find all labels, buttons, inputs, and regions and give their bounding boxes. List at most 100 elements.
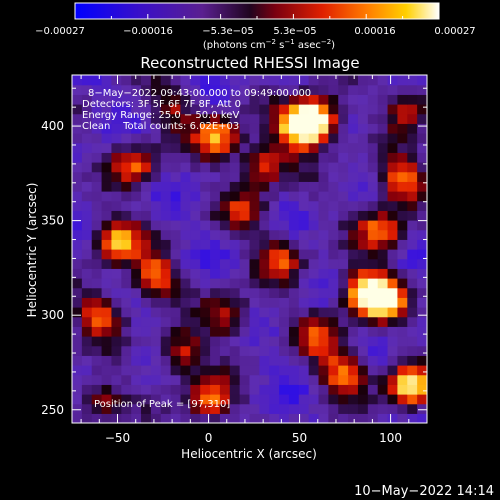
heatmap-cell (367, 239, 379, 250)
heatmap-cell (367, 113, 379, 124)
heatmap-cell (210, 113, 221, 124)
heatmap-cell (367, 104, 379, 115)
heatmap-cell (269, 278, 280, 289)
heatmap-cell (397, 162, 408, 173)
heatmap-cell (72, 181, 83, 192)
heatmap-cell (407, 239, 418, 250)
heatmap-cell (131, 307, 142, 318)
heatmap-cell (279, 413, 290, 423)
heatmap-cell (200, 123, 211, 134)
heatmap-cell (269, 258, 280, 269)
heatmap-cell (417, 104, 427, 115)
heatmap-cell (239, 181, 251, 192)
heatmap-cell (121, 210, 132, 221)
heatmap-cell (180, 258, 191, 269)
heatmap-cell (357, 200, 369, 211)
heatmap-cell (249, 94, 260, 105)
heatmap-cell (219, 297, 231, 308)
heatmap-cell (387, 104, 399, 115)
heatmap-cell (387, 75, 399, 86)
heatmap-cell (328, 191, 339, 202)
heatmap-cell (121, 162, 132, 173)
heatmap-cell (338, 84, 349, 95)
heatmap-cell (210, 258, 221, 269)
heatmap-cell (111, 104, 122, 115)
heatmap-cell (348, 113, 359, 124)
heatmap-cell (279, 297, 290, 308)
heatmap-cell (269, 152, 280, 163)
heatmap-cell (407, 113, 418, 124)
heatmap-cell (328, 316, 339, 327)
heatmap-cell (318, 200, 329, 211)
heatmap-cell (348, 394, 359, 405)
heatmap-cell (210, 104, 221, 115)
heatmap-cell (200, 152, 211, 163)
heatmap-cell (397, 133, 408, 144)
heatmap-cell (150, 152, 162, 163)
heatmap-cell (219, 191, 231, 202)
heatmap-cell (288, 403, 300, 414)
heatmap-cell (397, 287, 408, 298)
heatmap-cell (279, 152, 290, 163)
heatmap-cell (269, 94, 280, 105)
heatmap-cell (111, 249, 122, 260)
heatmap-cell (367, 345, 379, 356)
heatmap-cell (288, 316, 300, 327)
heatmap-cell (318, 191, 329, 202)
heatmap-cell (249, 181, 260, 192)
heatmap-cell (219, 104, 231, 115)
heatmap-cell (249, 287, 260, 298)
heatmap-cell (200, 220, 211, 231)
heatmap-cell (141, 307, 152, 318)
heatmap-cell (249, 384, 260, 395)
heatmap-cell (91, 152, 103, 163)
heatmap-cell (180, 152, 191, 163)
heatmap-cell (387, 162, 399, 173)
heatmap (72, 75, 427, 423)
heatmap-cell (180, 113, 191, 124)
heatmap-cell (111, 133, 122, 144)
heatmap-cell (377, 152, 389, 163)
heatmap-cell (101, 171, 113, 182)
heatmap-cell (72, 345, 83, 356)
heatmap-cell (101, 142, 113, 153)
heatmap-cell (249, 113, 260, 124)
heatmap-cell (377, 297, 389, 308)
heatmap-cell (377, 113, 389, 124)
heatmap-cell (259, 191, 270, 202)
heatmap-cell (190, 162, 201, 173)
heatmap-cell (249, 152, 260, 163)
heatmap-cell (357, 104, 369, 115)
heatmap-cell (348, 413, 359, 423)
heatmap-cell (387, 123, 399, 134)
heatmap-cell (377, 181, 389, 192)
heatmap-cell (259, 287, 270, 298)
heatmap-cell (229, 142, 241, 153)
heatmap-cell (121, 200, 132, 211)
heatmap-cell (288, 307, 300, 318)
heatmap-cell (328, 220, 339, 231)
heatmap-cell (417, 229, 427, 240)
heatmap-cell (91, 268, 103, 279)
heatmap-cell (210, 307, 221, 318)
heatmap-cell (72, 287, 83, 298)
heatmap-cell (397, 171, 408, 182)
heatmap-cell (229, 84, 241, 95)
heatmap-cell (190, 171, 201, 182)
heatmap-cell (150, 268, 162, 279)
heatmap-cell (131, 220, 142, 231)
heatmap-cell (101, 287, 113, 298)
heatmap-cell (288, 229, 300, 240)
heatmap-cell (81, 171, 93, 182)
heatmap-cell (407, 287, 418, 298)
heatmap-cell (219, 84, 231, 95)
heatmap-cell (298, 365, 310, 376)
heatmap-cell (357, 229, 369, 240)
heatmap-cell (150, 162, 162, 173)
heatmap-cell (288, 374, 300, 385)
heatmap-cell (279, 287, 290, 298)
heatmap-cell (249, 210, 260, 221)
heatmap-cell (288, 113, 300, 124)
heatmap-cell (357, 394, 369, 405)
heatmap-cell (81, 229, 93, 240)
